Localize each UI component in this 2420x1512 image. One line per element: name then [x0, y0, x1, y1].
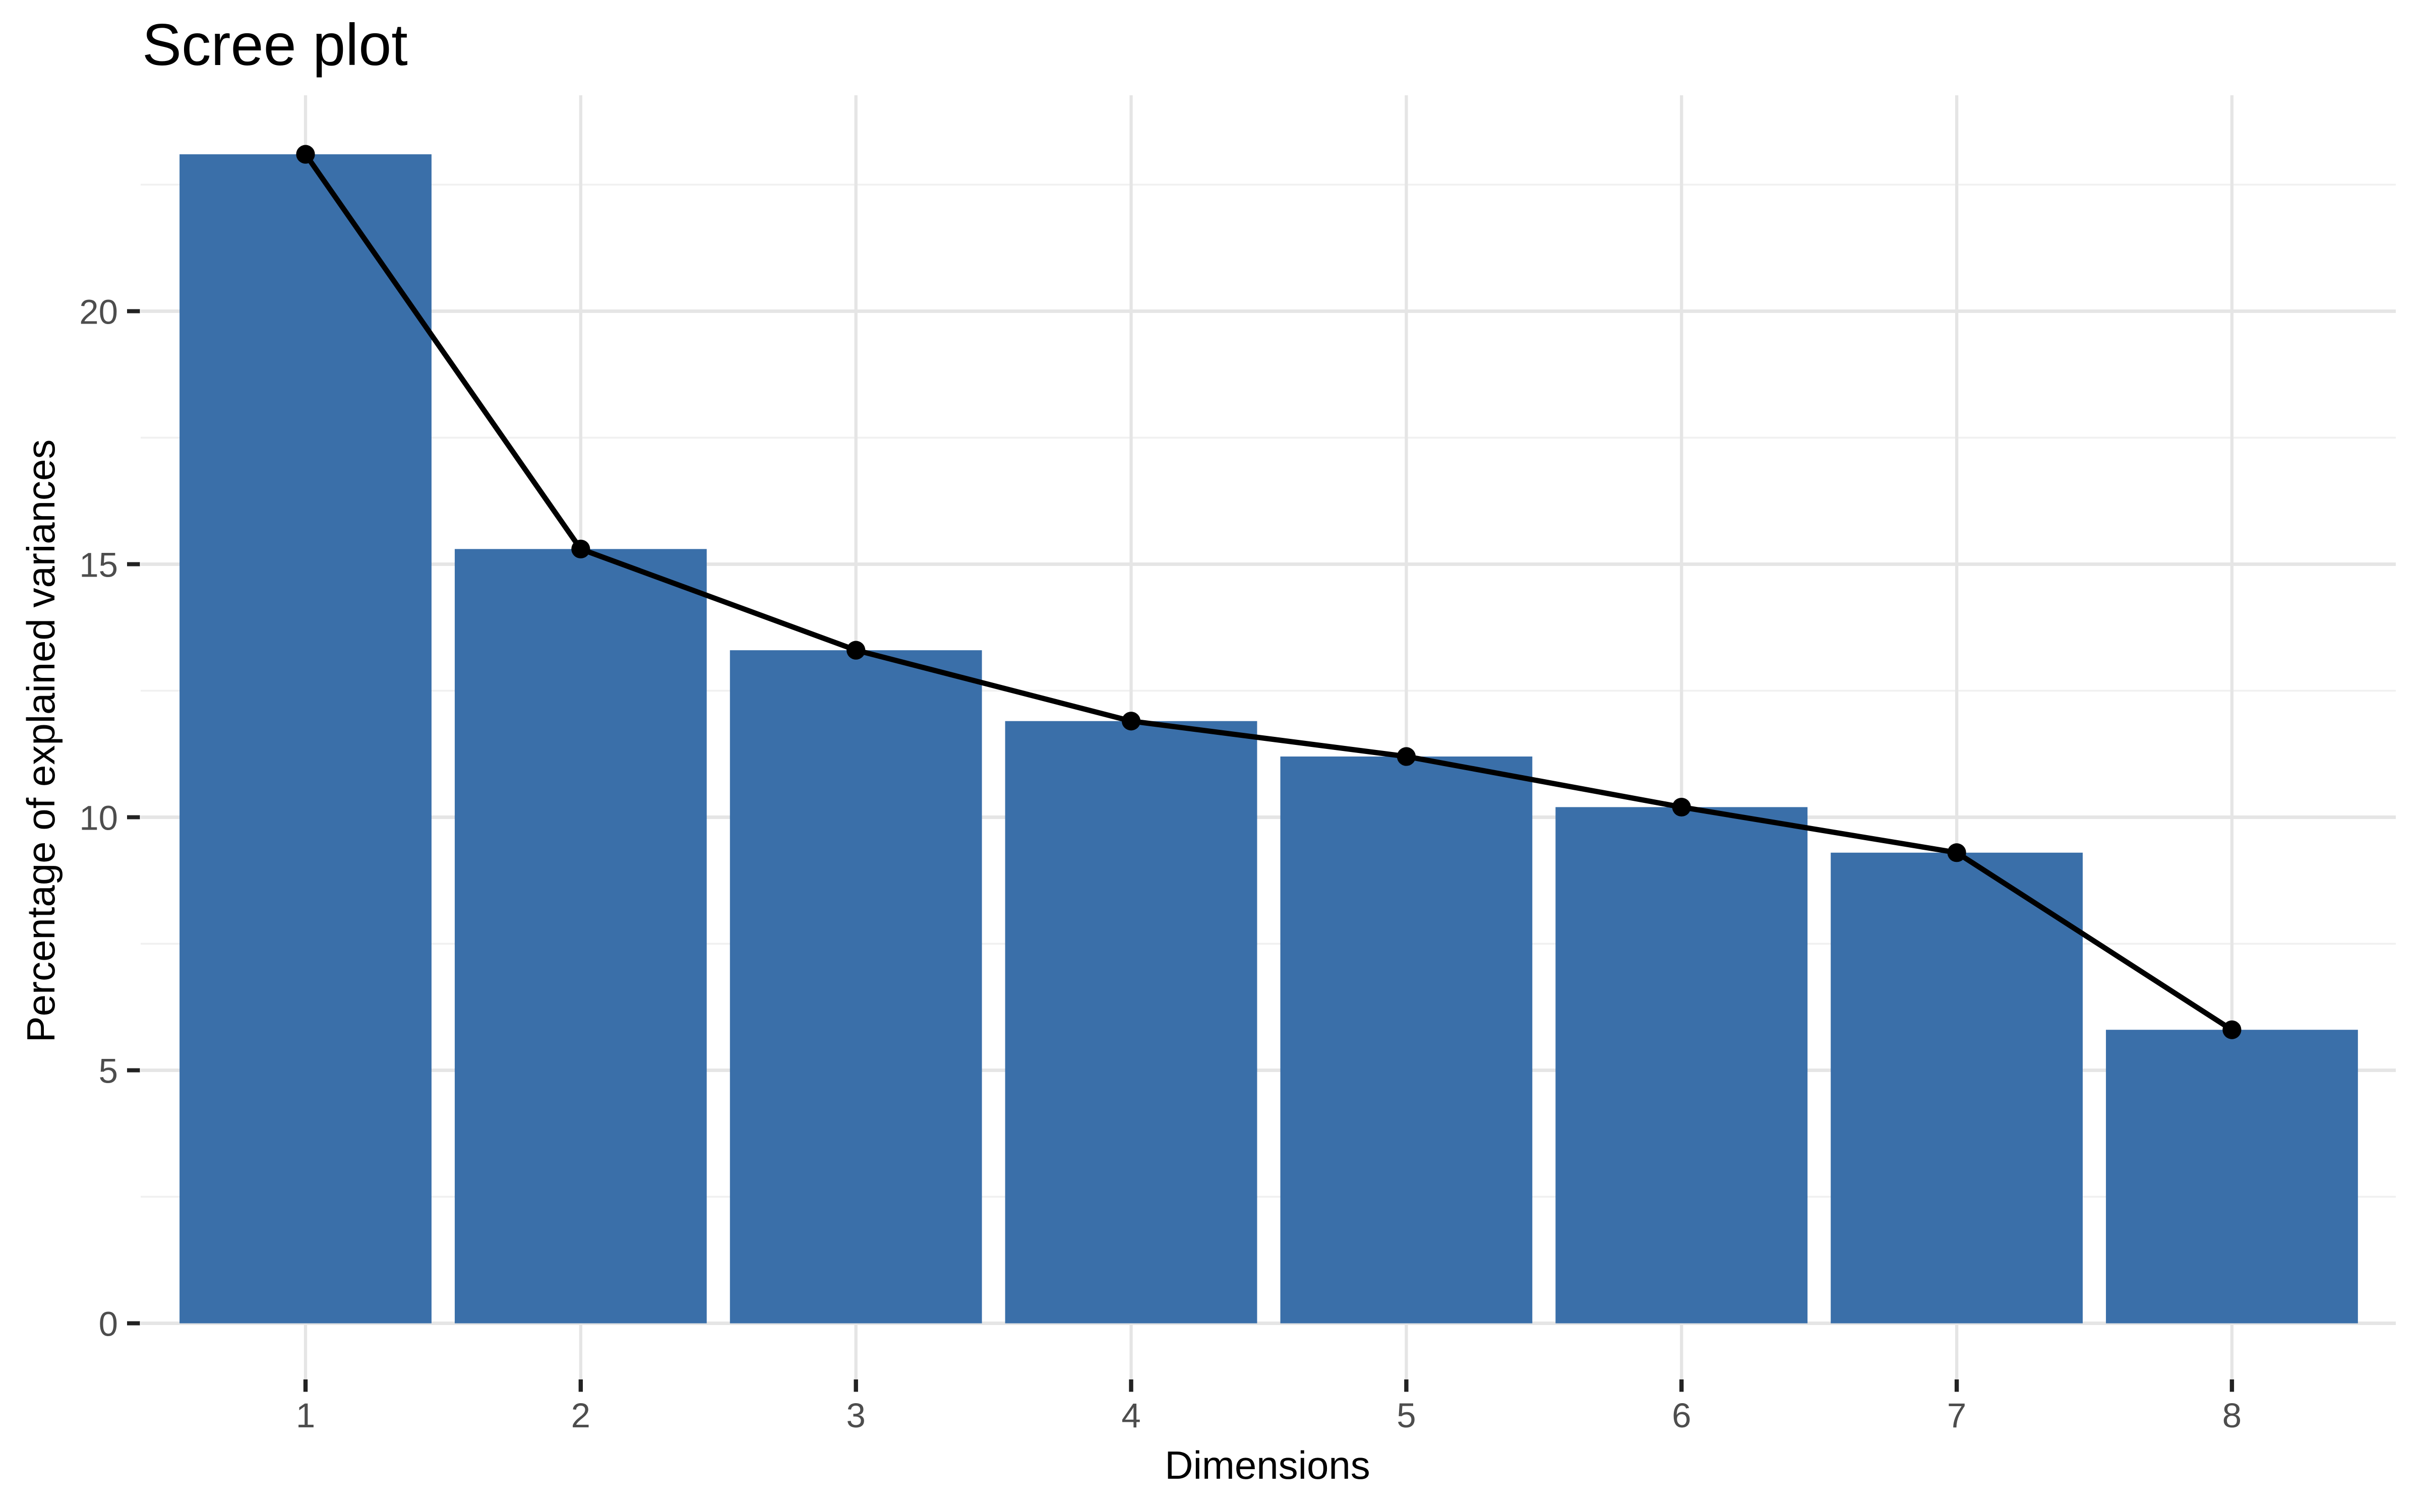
- data-point-dim-7: [1947, 843, 1966, 862]
- x-tick-label-7: 7: [1947, 1396, 1966, 1435]
- bars: [179, 154, 2358, 1324]
- bar-dim-3: [730, 650, 982, 1324]
- y-tick-label-0: 0: [99, 1305, 118, 1344]
- x-tick-label-6: 6: [1672, 1396, 1691, 1435]
- x-tick-label-1: 1: [296, 1396, 315, 1435]
- scree-line: [302, 151, 2235, 1033]
- x-tick-label-8: 8: [2222, 1396, 2242, 1435]
- bar-dim-6: [1555, 807, 1808, 1324]
- x-axis-title: Dimensions: [1165, 1443, 1370, 1487]
- data-point-dim-1: [296, 145, 315, 164]
- y-axis-title: Percentage of explained variances: [19, 439, 63, 1043]
- y-tick-label-15: 15: [79, 545, 118, 584]
- bar-dim-2: [454, 549, 707, 1324]
- bar-dim-8: [2106, 1030, 2358, 1324]
- data-point-dim-3: [846, 641, 866, 660]
- y-tick-label-5: 5: [99, 1051, 118, 1090]
- y-tick-label-10: 10: [79, 798, 118, 837]
- data-point-dim-4: [1121, 712, 1141, 731]
- bar-dim-5: [1280, 757, 1533, 1324]
- bar-dim-1: [179, 154, 432, 1324]
- data-point-dim-2: [571, 539, 590, 558]
- y-tick-label-20: 20: [79, 292, 118, 331]
- axis-ticks: [127, 309, 2234, 1392]
- x-tick-label-4: 4: [1121, 1396, 1140, 1435]
- data-point-dim-8: [2222, 1020, 2242, 1039]
- line-overlay: [296, 145, 2242, 1039]
- bar-dim-7: [1831, 852, 2083, 1324]
- data-point-dim-5: [1397, 747, 1416, 766]
- data-point-dim-6: [1672, 797, 1691, 817]
- axis-tick-labels: 0 5 10 15 20 1 2 3 4 5 6 7 8: [79, 292, 2242, 1435]
- x-tick-label-3: 3: [846, 1396, 866, 1435]
- plot-title: Scree plot: [142, 12, 408, 78]
- x-tick-label-2: 2: [571, 1396, 590, 1435]
- bar-dim-4: [1005, 721, 1257, 1324]
- x-tick-label-5: 5: [1397, 1396, 1416, 1435]
